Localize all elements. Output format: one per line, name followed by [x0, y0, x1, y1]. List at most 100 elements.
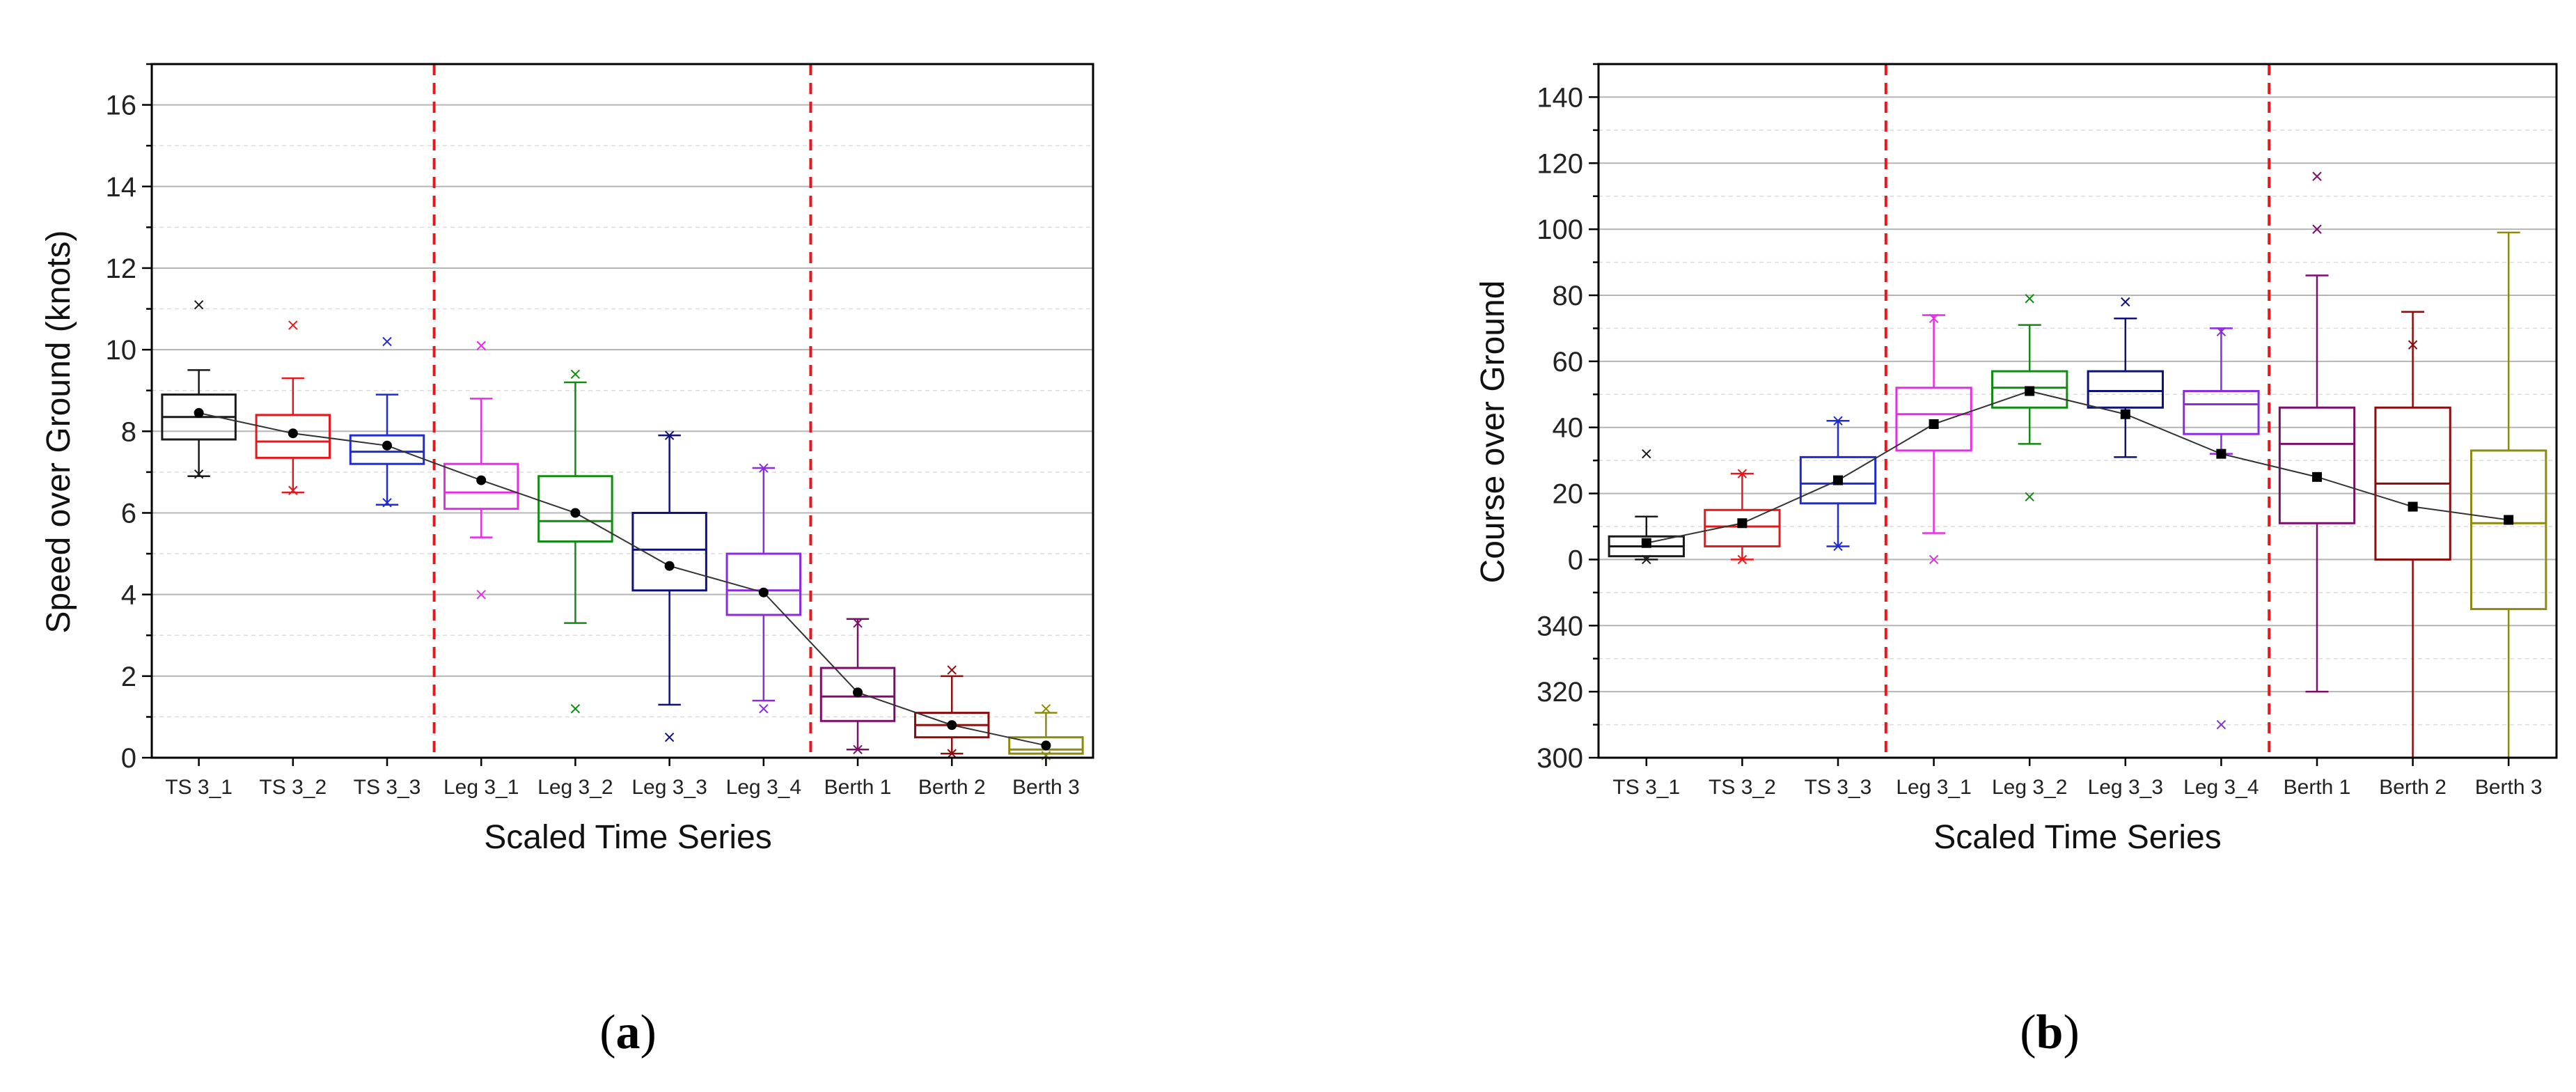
speed-x-tick-label: Berth 2: [918, 776, 986, 799]
panel-label-a: (a): [599, 1006, 657, 1059]
mean-marker: [1929, 419, 1939, 429]
mean-marker: [1833, 475, 1843, 485]
outlier-marker: [476, 341, 486, 350]
outlier-marker: [853, 744, 863, 754]
speed-x-tick-label: Leg 3_1: [443, 776, 519, 799]
speed-y-tick-label: 16: [106, 91, 137, 121]
outlier-marker: [382, 498, 392, 508]
course-y-tick-label: 340: [1537, 611, 1583, 641]
outlier-marker: [194, 299, 204, 310]
mean-marker: [664, 561, 675, 571]
course-y-axis-title: Course over Ground: [1475, 281, 1511, 584]
course-mean-line: [1641, 386, 2514, 548]
outlier-marker: [1041, 703, 1051, 714]
panel-label-a-letter: a: [616, 1006, 641, 1059]
interquartile-box: [537, 475, 613, 543]
speed-chart: 0 2 4 6 8 10 12 14 16 TS 3_1 TS 3_2 TS 3_3 Leg 3_1 L…: [40, 63, 1094, 856]
speed-x-tick-label: TS 3_2: [259, 776, 327, 799]
outlier-marker: [759, 703, 769, 714]
interquartile-box: [1008, 736, 1084, 755]
course-x-axis-title: Scaled Time Series: [1933, 819, 2222, 856]
course-x-tick-label: Leg 3_1: [1896, 776, 1971, 799]
course-box-1: [1704, 469, 1781, 565]
outlier-marker: [664, 430, 675, 440]
speed-plot-frame: [150, 63, 1094, 759]
speed-x-tick-label: TS 3_1: [165, 776, 233, 799]
speed-x-ticks: TS 3_1 TS 3_2 TS 3_3 Leg 3_1 Leg 3_2 Leg 3_3 L…: [165, 758, 1080, 799]
mean-marker: [570, 508, 581, 518]
course-y-tick-label: 300: [1537, 743, 1583, 774]
mean-marker: [194, 407, 204, 418]
speed-y-ticks: 0 2 4 6 8 10 12 14 16: [106, 63, 152, 774]
course-box-0: [1608, 448, 1685, 565]
outlier-marker: [194, 469, 204, 479]
outlier-marker: [1929, 313, 1939, 323]
mean-marker: [2120, 409, 2130, 419]
speed-y-tick-label: 8: [121, 416, 136, 447]
course-x-tick-label: Berth 3: [2475, 776, 2543, 799]
speed-x-axis-title: Scaled Time Series: [484, 819, 772, 856]
speed-y-tick-label: 2: [121, 662, 136, 692]
speed-box-2: [349, 336, 425, 508]
speed-x-tick-label: Berth 1: [824, 776, 892, 799]
panel-label-a-open: (: [599, 1006, 615, 1059]
course-dividers: [1884, 64, 2271, 758]
outlier-marker: [664, 732, 675, 742]
outlier-marker: [1929, 554, 1939, 565]
course-x-tick-label: Leg 3_3: [2088, 776, 2163, 799]
mean-marker: [2216, 448, 2226, 459]
course-mean-trend: [1646, 390, 2509, 544]
course-box-4: [1991, 294, 2068, 502]
outlier-marker: [288, 485, 298, 495]
outlier-marker: [2216, 719, 2226, 730]
outlier-marker: [947, 749, 957, 758]
mean-marker: [476, 475, 487, 485]
speed-y-tick-label: 12: [106, 254, 137, 284]
outlier-marker: [476, 589, 486, 600]
speed-y-tick-label: 4: [121, 580, 136, 611]
course-y-tick-label: 120: [1537, 148, 1583, 179]
speed-x-tick-label: Leg 3_3: [631, 776, 707, 799]
speed-grid: [152, 63, 1093, 718]
speed-mean-line: [194, 407, 1051, 751]
course-y-tick-label: 20: [1553, 479, 1584, 510]
course-y-tick-label: 0: [1568, 545, 1583, 575]
mean-marker: [2025, 386, 2035, 396]
panel-label-a-close: ): [641, 1006, 657, 1059]
outlier-marker: [2025, 492, 2034, 502]
interquartile-box: [2278, 406, 2356, 524]
outlier-marker: [2121, 297, 2130, 307]
course-y-tick-label: 80: [1553, 281, 1584, 311]
outlier-marker: [947, 665, 957, 675]
course-box-9: [2470, 231, 2547, 759]
interquartile-box: [1895, 387, 1972, 452]
speed-y-axis-title: Speed over Ground (knots): [40, 231, 77, 634]
mean-marker: [288, 428, 298, 439]
outlier-marker: [288, 320, 298, 330]
mean-marker: [2408, 501, 2418, 512]
course-y-ticks: 300 320 340 0 20 40 60 80 100 120 140: [1537, 63, 1599, 774]
speed-y-tick-label: 10: [106, 335, 137, 366]
mean-marker: [2312, 471, 2322, 482]
course-y-tick-label: 60: [1553, 347, 1584, 377]
speed-x-tick-label: Berth 3: [1012, 776, 1080, 799]
outlier-marker: [1737, 469, 1748, 478]
outlier-marker: [570, 369, 581, 379]
course-boxes: [1608, 171, 2547, 759]
outlier-marker: [2312, 224, 2322, 234]
course-y-tick-label: 320: [1537, 677, 1583, 708]
interquartile-box: [255, 414, 331, 459]
course-x-tick-label: Leg 3_4: [2183, 776, 2259, 799]
speed-y-tick-label: 14: [106, 172, 137, 203]
mean-marker: [947, 720, 957, 731]
mean-marker: [1641, 538, 1651, 548]
course-plot-frame: [1597, 63, 2558, 759]
course-x-tick-label: Leg 3_2: [1992, 776, 2067, 799]
course-x-ticks: TS 3_1 TS 3_2 TS 3_3 Leg 3_1 Leg 3_2 Leg 3_3 L…: [1612, 758, 2543, 799]
interquartile-box: [1991, 370, 2068, 409]
speed-y-tick-label: 0: [121, 743, 136, 774]
speed-x-tick-label: TS 3_3: [354, 776, 421, 799]
outlier-marker: [2312, 171, 2322, 181]
interquartile-box: [1799, 455, 1877, 505]
